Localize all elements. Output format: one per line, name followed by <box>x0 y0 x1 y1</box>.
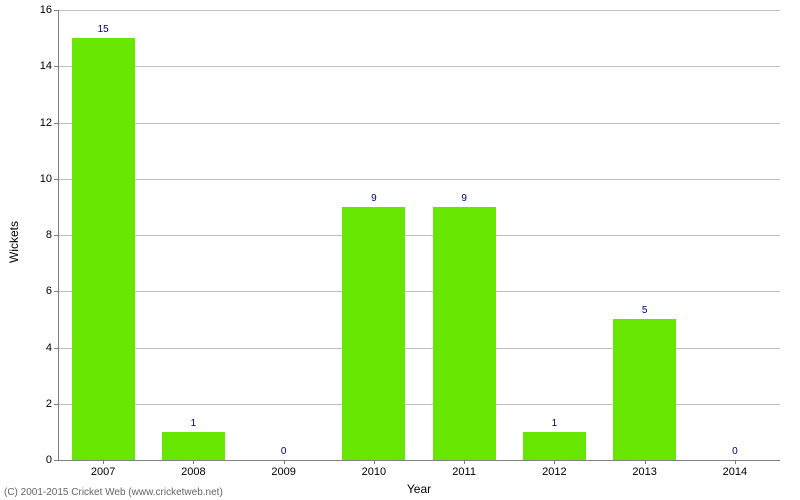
x-tick-label: 2009 <box>271 466 295 478</box>
bar <box>72 38 135 460</box>
bar-value-label: 15 <box>98 24 109 35</box>
grid-line <box>58 123 780 124</box>
x-tick-label: 2010 <box>362 466 386 478</box>
y-tick-label: 10 <box>40 173 52 185</box>
y-axis-line <box>58 10 59 460</box>
x-tick-mark <box>193 460 194 464</box>
bar-value-label: 1 <box>552 418 558 429</box>
x-tick-label: 2014 <box>723 466 747 478</box>
grid-line <box>58 291 780 292</box>
y-tick-mark <box>54 291 58 292</box>
bar-value-label: 1 <box>191 418 197 429</box>
x-tick-mark <box>735 460 736 464</box>
x-axis-line <box>58 460 780 461</box>
y-tick-mark <box>54 10 58 11</box>
x-tick-mark <box>103 460 104 464</box>
y-tick-label: 2 <box>46 398 52 410</box>
bar <box>162 432 225 460</box>
grid-line <box>58 66 780 67</box>
y-tick-label: 4 <box>46 342 52 354</box>
grid-line <box>58 10 780 11</box>
x-tick-label: 2007 <box>91 466 115 478</box>
y-tick-mark <box>54 123 58 124</box>
grid-line <box>58 235 780 236</box>
y-tick-mark <box>54 348 58 349</box>
x-tick-label: 2012 <box>542 466 566 478</box>
bar-value-label: 5 <box>642 305 648 316</box>
y-tick-label: 6 <box>46 285 52 297</box>
y-tick-mark <box>54 179 58 180</box>
copyright-text: (C) 2001-2015 Cricket Web (www.cricketwe… <box>4 487 223 498</box>
bar <box>342 207 405 460</box>
bar <box>433 207 496 460</box>
x-tick-mark <box>645 460 646 464</box>
y-tick-label: 14 <box>40 60 52 72</box>
chart-container: Wickets Year (C) 2001-2015 Cricket Web (… <box>0 0 800 500</box>
y-tick-label: 16 <box>40 4 52 16</box>
bar <box>523 432 586 460</box>
x-tick-mark <box>464 460 465 464</box>
bar-value-label: 9 <box>461 193 467 204</box>
bar-value-label: 0 <box>732 446 738 457</box>
y-tick-label: 12 <box>40 117 52 129</box>
bar <box>613 319 676 460</box>
y-tick-mark <box>54 235 58 236</box>
x-tick-mark <box>374 460 375 464</box>
x-tick-mark <box>554 460 555 464</box>
x-tick-mark <box>284 460 285 464</box>
x-tick-label: 2008 <box>181 466 205 478</box>
x-tick-label: 2011 <box>452 466 476 478</box>
y-axis-label: Wickets <box>7 221 21 263</box>
y-tick-mark <box>54 460 58 461</box>
bar-value-label: 9 <box>371 193 377 204</box>
grid-line <box>58 179 780 180</box>
y-tick-mark <box>54 404 58 405</box>
y-tick-label: 0 <box>46 454 52 466</box>
x-tick-label: 2013 <box>632 466 656 478</box>
plot-area <box>58 10 780 460</box>
bar-value-label: 0 <box>281 446 287 457</box>
y-tick-label: 8 <box>46 229 52 241</box>
y-tick-mark <box>54 66 58 67</box>
